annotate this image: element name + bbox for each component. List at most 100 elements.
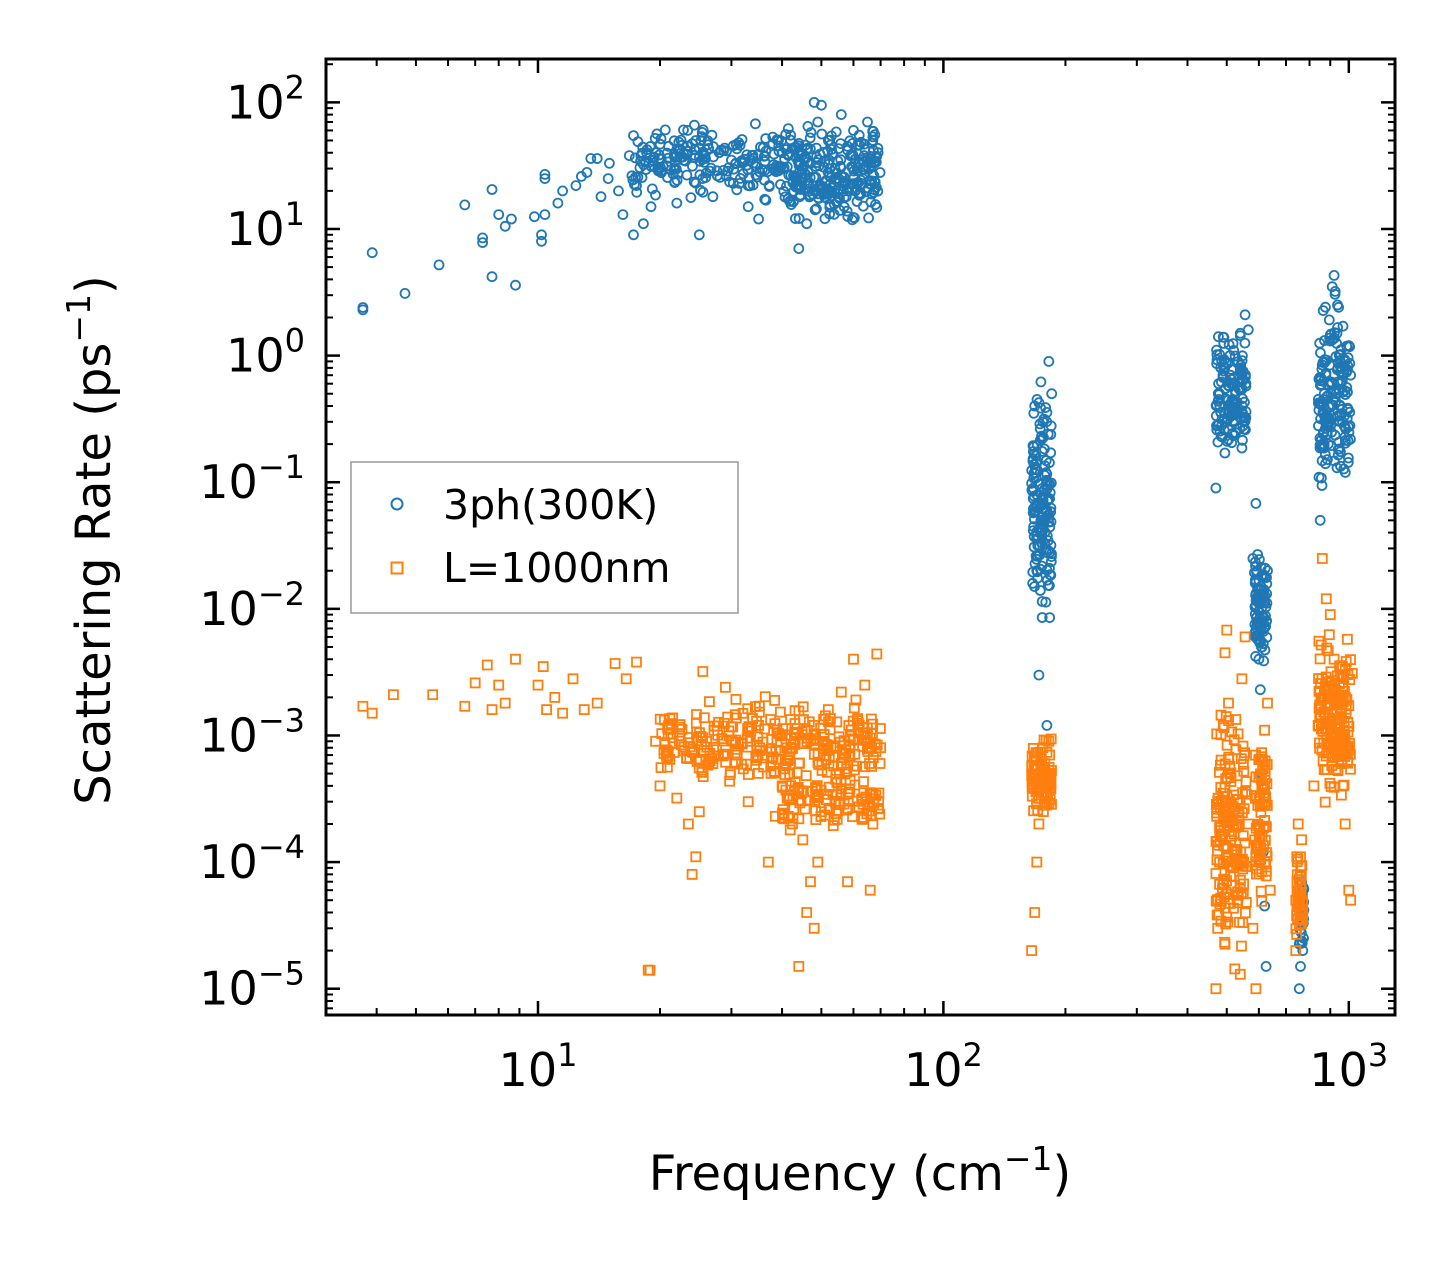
data-point: [793, 213, 805, 224]
data-point: [1314, 742, 1325, 754]
data-point: [1253, 653, 1265, 665]
data-point: [856, 793, 868, 805]
data-point: [671, 174, 683, 186]
data-point: [723, 725, 735, 737]
data-point: [1251, 868, 1262, 880]
data-point: [1332, 443, 1344, 455]
x-tick-label: 102: [904, 1036, 983, 1097]
data-point: [1255, 753, 1266, 765]
data-point: [779, 769, 791, 781]
data-point: [552, 197, 564, 209]
data-point: [790, 176, 802, 188]
data-point: [591, 153, 603, 164]
data-point: [1242, 818, 1254, 830]
data-point: [862, 746, 874, 757]
data-point: [678, 124, 689, 136]
data-point: [1258, 584, 1270, 595]
data-point: [848, 171, 860, 183]
data-point: [1231, 793, 1243, 805]
x-tick-label: 103: [1309, 1036, 1388, 1097]
data-marks: [357, 97, 1358, 995]
data-point: [631, 180, 642, 192]
data-point: [1225, 400, 1237, 412]
data-point: [1228, 902, 1239, 914]
data-point: [1236, 442, 1248, 454]
data-point: [683, 818, 694, 830]
data-point: [1253, 856, 1265, 868]
data-point: [737, 168, 749, 180]
data-point: [1218, 337, 1230, 349]
data-point: [672, 144, 684, 156]
data-point: [1251, 612, 1262, 623]
data-point: [809, 204, 821, 216]
data-point: [700, 755, 712, 767]
data-point: [1031, 526, 1043, 537]
legend: 3ph(300K) L=1000nm: [350, 461, 739, 614]
data-point: [620, 673, 632, 685]
series-0: [357, 97, 1356, 995]
data-point: [366, 707, 378, 719]
data-point: [1323, 314, 1335, 326]
data-point: [1331, 462, 1343, 474]
data-point: [1224, 860, 1236, 872]
data-point: [1293, 983, 1305, 995]
data-point: [1236, 673, 1248, 685]
data-point: [804, 132, 816, 144]
data-point: [1041, 796, 1053, 808]
data-point: [852, 139, 863, 151]
data-point: [859, 138, 870, 150]
data-point: [747, 157, 759, 169]
data-point: [715, 144, 727, 156]
data-point: [578, 704, 590, 715]
data-point: [867, 135, 879, 146]
data-point: [481, 659, 493, 671]
data-point: [840, 191, 852, 203]
data-point: [713, 147, 725, 159]
data-point: [1345, 763, 1356, 775]
data-point: [1035, 517, 1047, 528]
data-point: [693, 806, 705, 818]
data-point: [1292, 818, 1304, 830]
data-point: [785, 742, 797, 754]
data-point: [835, 109, 847, 120]
data-point: [613, 185, 624, 197]
data-point: [1252, 625, 1264, 636]
data-point: [731, 184, 743, 196]
data-point: [784, 195, 795, 207]
data-point: [866, 761, 877, 772]
data-point: [1214, 856, 1225, 868]
data-point: [685, 192, 697, 204]
data-point: [1215, 896, 1227, 907]
data-point: [754, 166, 766, 178]
data-point: [1045, 569, 1057, 581]
data-point: [645, 201, 657, 213]
data-point: [867, 788, 879, 800]
data-point: [399, 287, 411, 299]
data-point: [1345, 894, 1356, 906]
data-point: [722, 165, 733, 177]
data-point: [796, 726, 808, 738]
data-point: [1315, 639, 1327, 651]
data-point: [739, 153, 750, 165]
data-point: [787, 792, 799, 804]
data-point: [1339, 818, 1351, 830]
data-point: [1253, 837, 1265, 849]
data-point: [1337, 661, 1348, 673]
data-point: [493, 209, 505, 221]
data-point: [812, 856, 824, 868]
data-point: [796, 787, 807, 798]
legend-marker-l1000nm: [390, 561, 404, 575]
data-point: [1314, 375, 1326, 387]
data-point: [699, 150, 710, 162]
data-point: [808, 720, 820, 731]
data-point: [640, 156, 652, 168]
data-point: [1219, 782, 1231, 794]
data-point: [1259, 724, 1270, 736]
data-point: [635, 155, 646, 167]
data-point: [510, 653, 521, 665]
data-point: [1315, 379, 1326, 391]
data-point: [1320, 412, 1332, 424]
data-point: [1215, 754, 1227, 766]
data-point: [1044, 612, 1056, 623]
data-point: [731, 749, 743, 761]
